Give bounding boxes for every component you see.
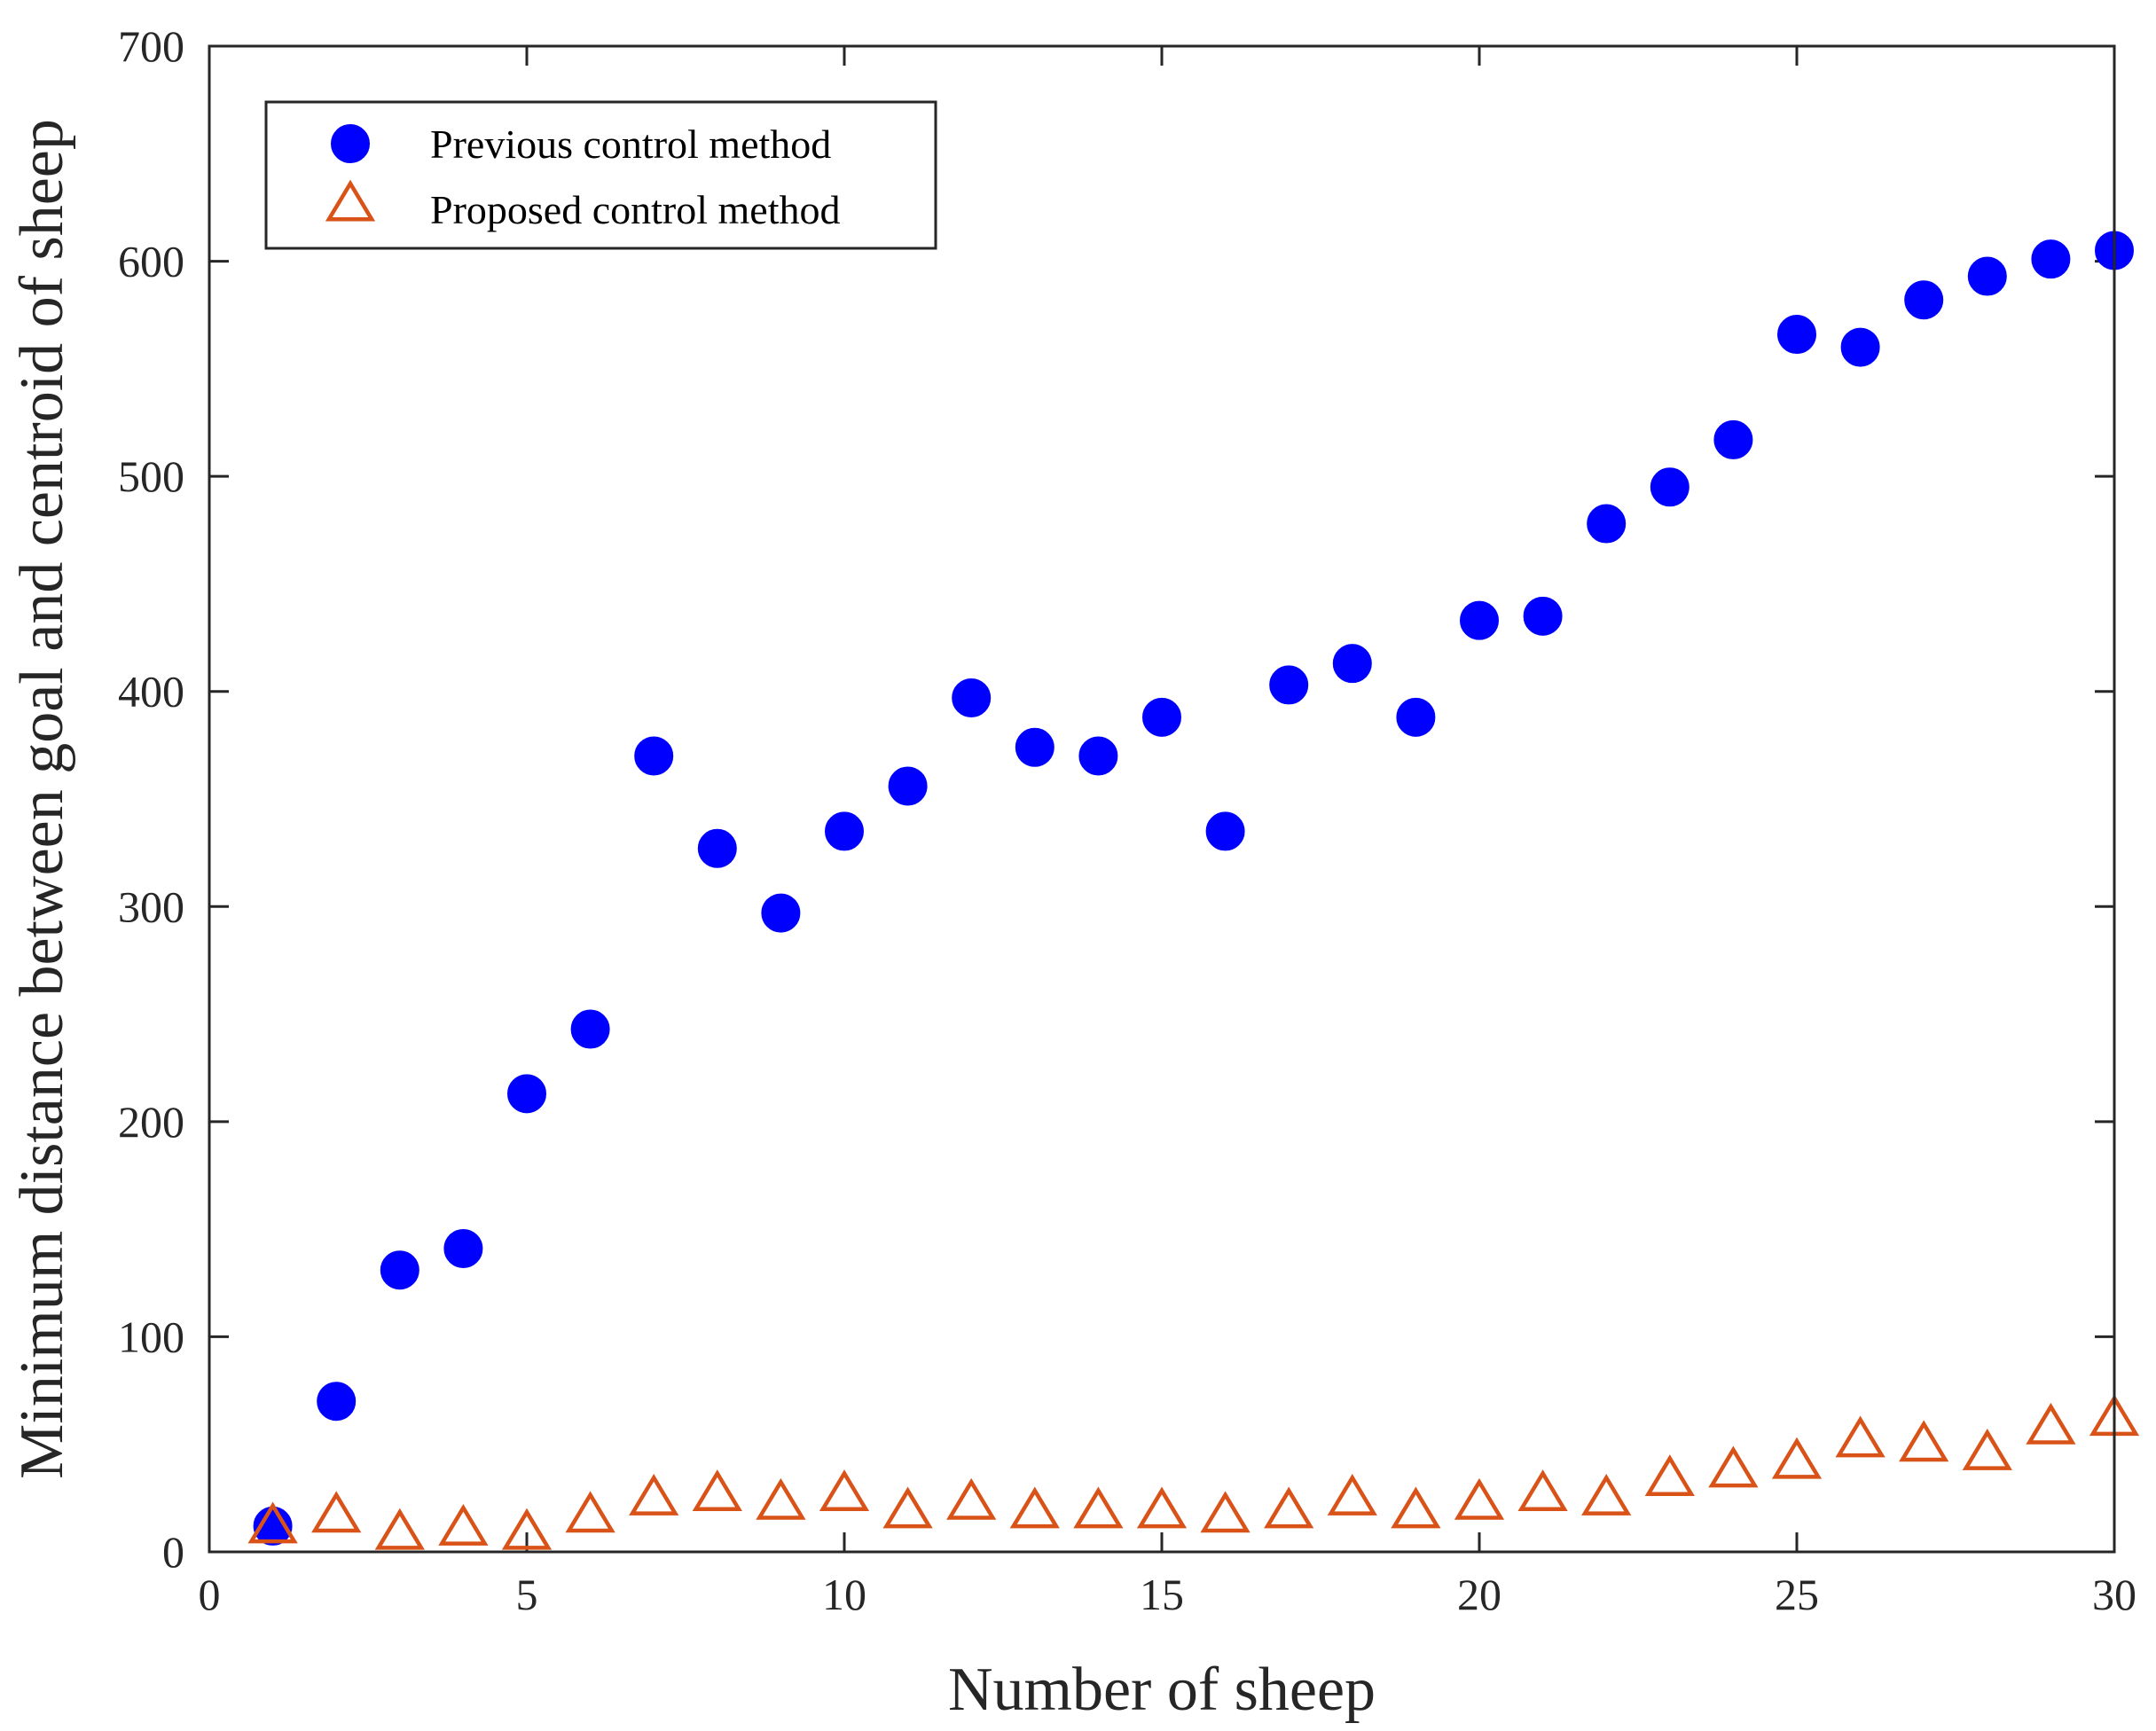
legend-label-proposed: Proposed control method	[430, 187, 841, 232]
data-point-previous	[1142, 697, 1181, 737]
data-point-proposed	[1771, 1437, 1823, 1479]
series-proposed	[247, 1394, 2140, 1550]
data-point-previous	[761, 893, 801, 933]
data-point-proposed	[438, 1503, 489, 1546]
legend-marker-previous	[331, 124, 370, 163]
data-point-proposed	[1073, 1486, 1124, 1529]
data-point-previous	[1269, 665, 1309, 705]
x-tick-label: 20	[1457, 1570, 1501, 1619]
x-tick-label: 10	[822, 1570, 866, 1619]
data-point-proposed	[1264, 1486, 1314, 1529]
data-point-previous	[825, 811, 864, 851]
data-point-previous	[1205, 811, 1245, 851]
data-point-previous	[317, 1382, 357, 1422]
data-point-previous	[443, 1228, 483, 1268]
data-point-proposed	[374, 1508, 425, 1550]
data-point-previous	[1904, 280, 1944, 320]
data-point-previous	[1587, 504, 1627, 544]
data-point-proposed	[692, 1469, 742, 1512]
data-point-previous	[1777, 315, 1816, 355]
data-point-proposed	[1391, 1486, 1441, 1529]
data-point-proposed	[1200, 1491, 1250, 1533]
y-tick-label: 700	[118, 21, 184, 71]
data-point-previous	[697, 828, 737, 868]
data-point-proposed	[1708, 1445, 1759, 1488]
data-point-proposed	[819, 1469, 870, 1512]
data-point-proposed	[2026, 1402, 2076, 1445]
data-point-previous	[2031, 239, 2071, 279]
data-point-previous	[1967, 256, 2007, 296]
data-point-proposed	[1835, 1415, 1886, 1458]
legend-marker-proposed	[325, 179, 376, 222]
data-point-proposed	[1644, 1454, 1695, 1497]
data-point-proposed	[1009, 1486, 1060, 1529]
x-tick-label: 25	[1775, 1570, 1819, 1619]
data-point-previous	[380, 1250, 419, 1290]
legend-marker-triangle	[325, 179, 376, 222]
legend-label-previous: Previous control method	[430, 121, 831, 167]
data-point-previous	[1523, 596, 1563, 636]
y-axis-label: Minimum distance between goal and centro…	[8, 119, 76, 1479]
data-point-proposed	[1517, 1469, 1568, 1512]
data-point-previous	[1396, 697, 1436, 737]
data-point-previous	[1650, 467, 1690, 507]
legend-box	[264, 100, 937, 250]
y-tick-label: 300	[118, 881, 184, 931]
data-point-proposed	[1962, 1429, 2012, 1470]
data-point-proposed	[1327, 1473, 1377, 1516]
y-tick-label: 600	[118, 237, 184, 286]
x-tick-label: 15	[1140, 1570, 1184, 1619]
axes-frame	[208, 44, 2116, 1554]
legend-marker-circle	[331, 124, 370, 163]
data-point-previous	[952, 678, 992, 717]
y-tick-label: 200	[118, 1097, 184, 1147]
data-point-previous	[1332, 644, 1372, 684]
data-point-proposed	[565, 1491, 615, 1533]
x-tick-label: 30	[2092, 1570, 2136, 1619]
data-point-proposed	[882, 1486, 933, 1529]
data-point-previous	[570, 1009, 610, 1049]
data-point-previous	[888, 766, 928, 806]
data-point-previous	[1713, 419, 1753, 459]
data-point-proposed	[1581, 1473, 1632, 1516]
x-tick-label: 5	[516, 1570, 538, 1619]
data-point-previous	[1078, 736, 1118, 776]
data-point-previous	[634, 736, 674, 776]
data-point-previous	[1460, 600, 1499, 640]
data-points	[247, 231, 2140, 1550]
data-point-proposed	[1454, 1477, 1505, 1520]
data-point-previous	[507, 1074, 546, 1114]
y-tick-label: 400	[118, 667, 184, 717]
data-point-previous	[1840, 327, 1880, 367]
series-previous	[253, 231, 2134, 1546]
data-point-proposed	[247, 1501, 298, 1544]
y-tick-label: 100	[118, 1312, 184, 1361]
x-tick-label: 0	[199, 1570, 221, 1619]
legend: Previous control method Proposed control…	[264, 100, 937, 250]
data-point-proposed	[756, 1477, 806, 1520]
y-tick-label: 500	[118, 451, 184, 501]
x-axis-label: Number of sheep	[948, 1656, 1376, 1724]
data-point-proposed	[1899, 1420, 1949, 1462]
data-point-proposed	[629, 1473, 679, 1516]
y-tick-label: 0	[162, 1527, 184, 1577]
data-point-proposed	[946, 1477, 997, 1520]
data-point-proposed	[311, 1491, 362, 1533]
data-point-proposed	[501, 1508, 553, 1550]
data-point-proposed	[1136, 1486, 1188, 1529]
data-point-previous	[1015, 727, 1054, 767]
